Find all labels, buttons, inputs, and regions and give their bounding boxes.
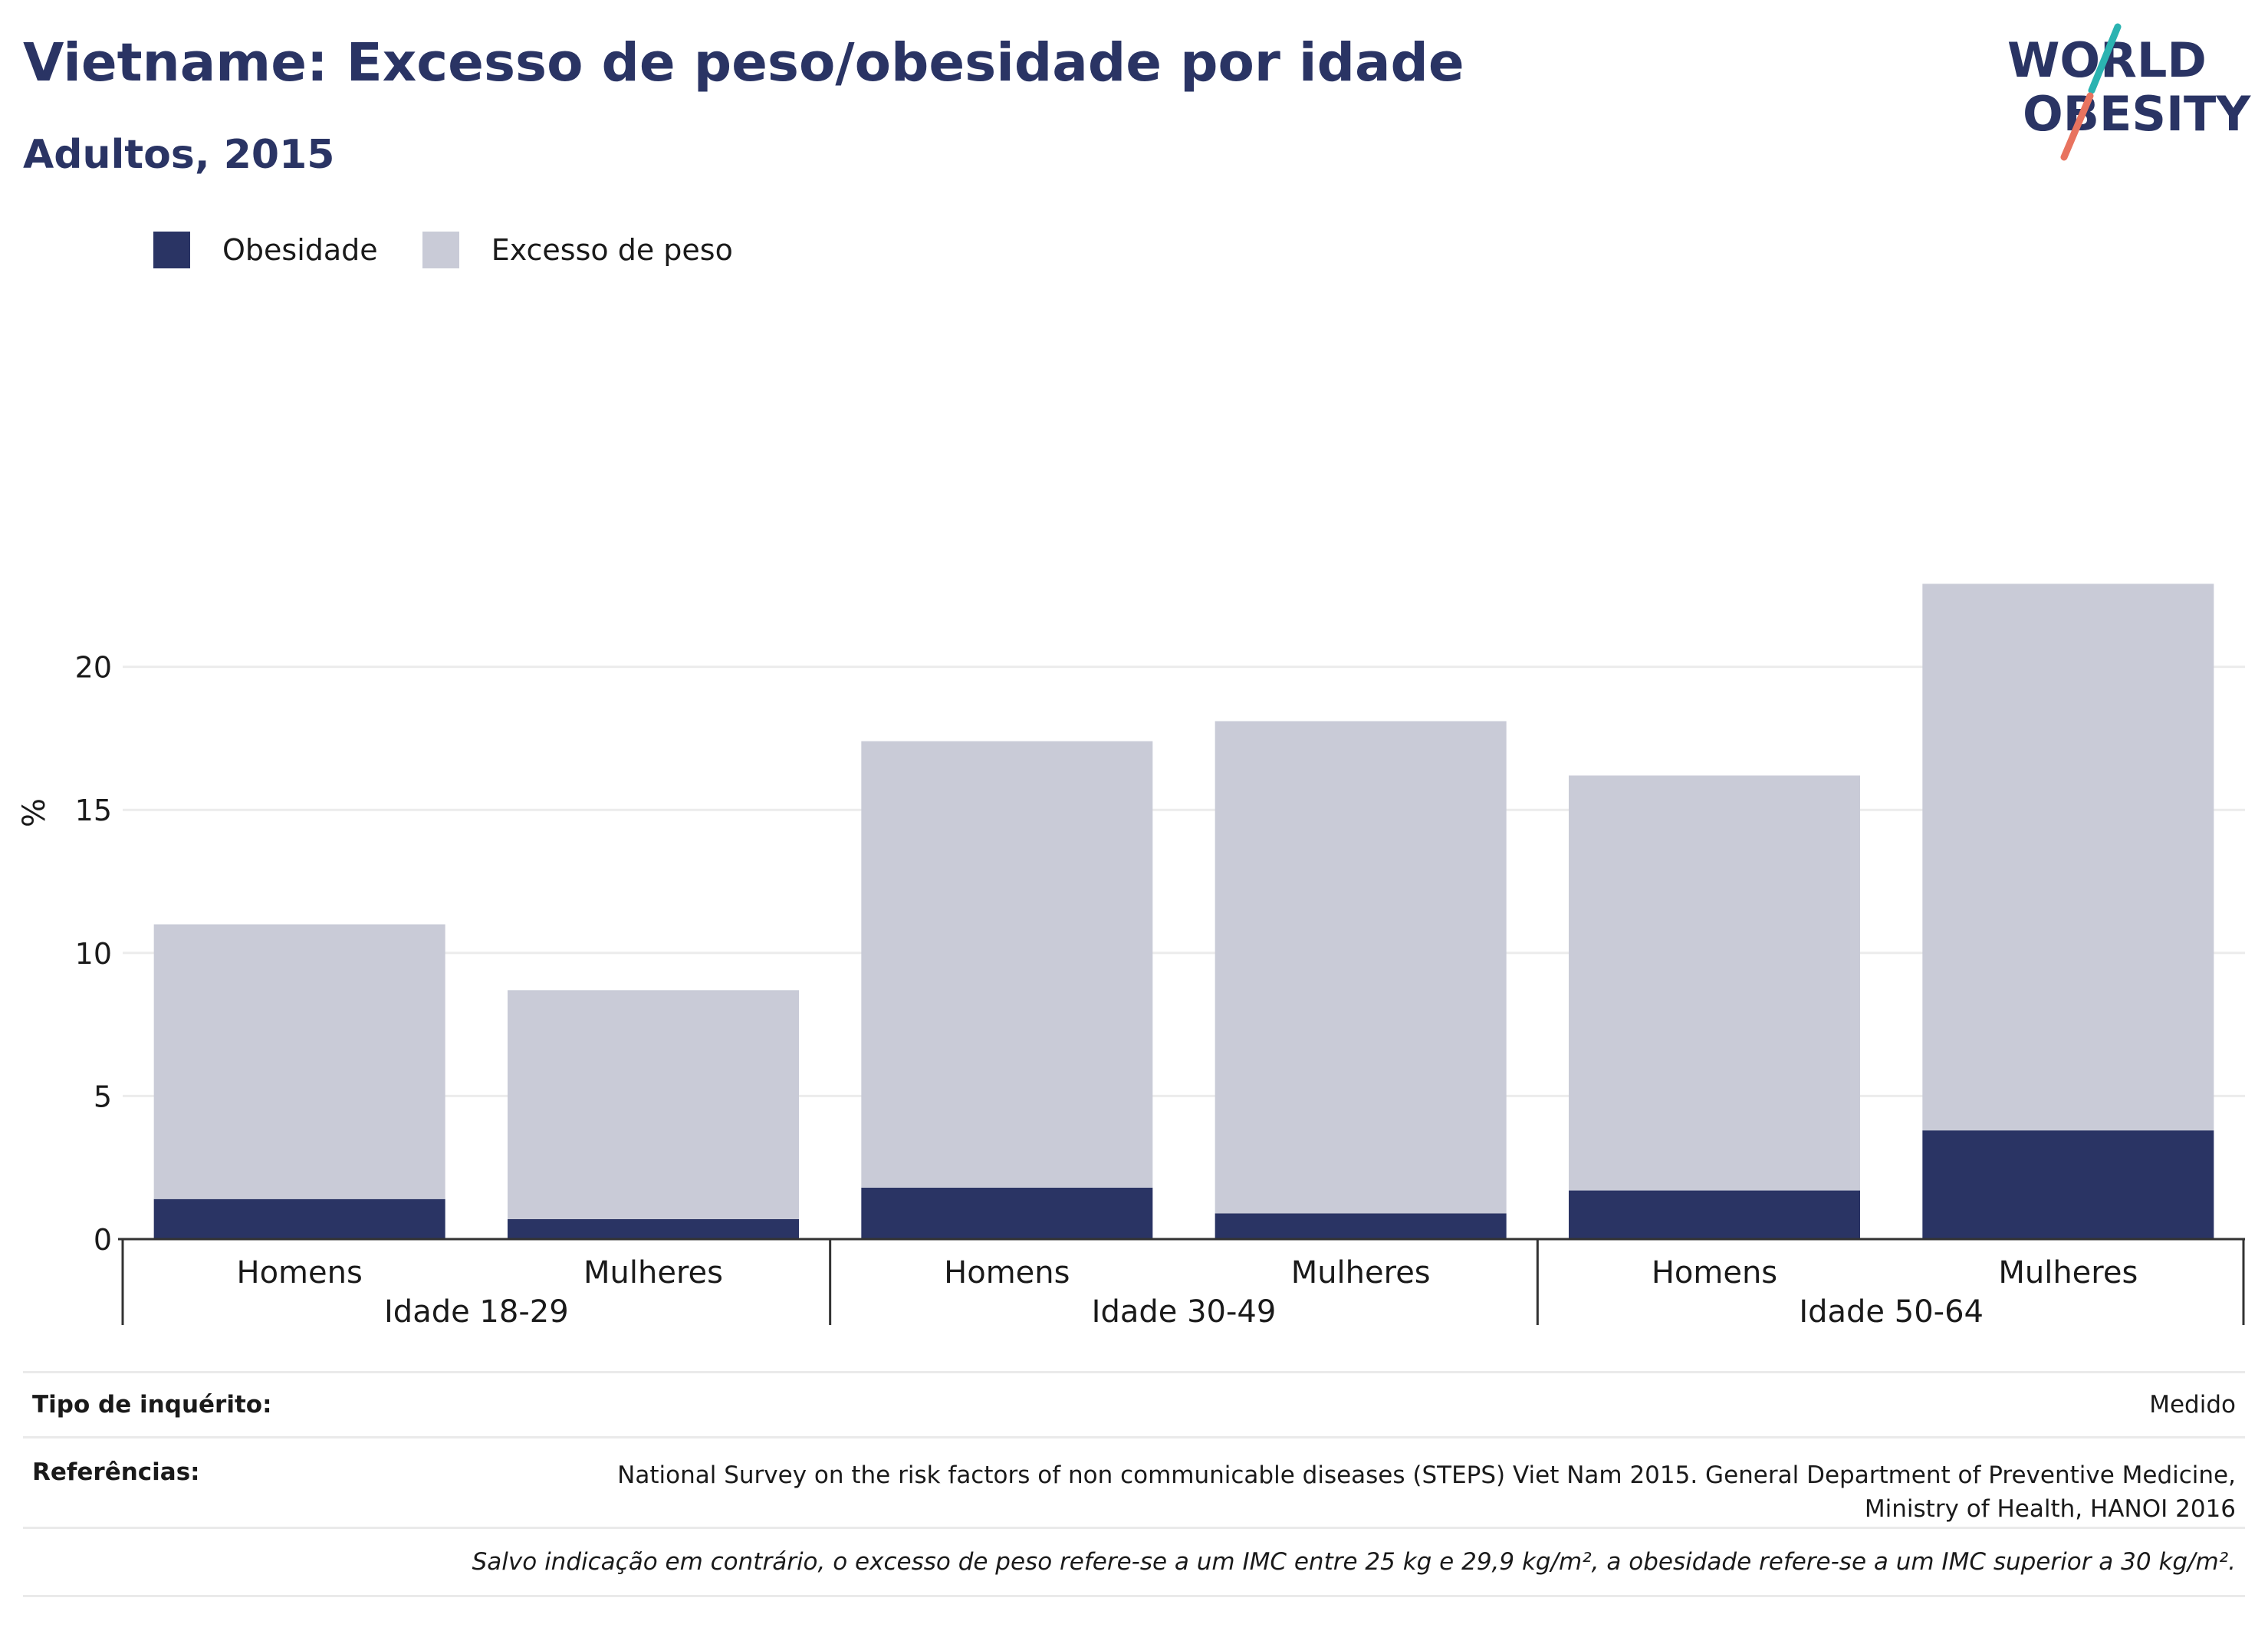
legend-label-obesidade: Obesidade — [222, 233, 378, 267]
chart-title: Vietname: Excesso de peso/obesidade por … — [23, 32, 1464, 94]
x-tick-label-mulheres: Mulheres — [583, 1255, 723, 1290]
y-axis-label: % — [17, 798, 52, 827]
legend: Obesidade Excesso de peso — [153, 227, 777, 273]
x-tick-label-homens: Homens — [1652, 1255, 1777, 1290]
survey-type-value: Medido — [2149, 1391, 2236, 1419]
bar-obesidade-2-mulheres — [1215, 1213, 1507, 1239]
logo-slash-coral — [2060, 92, 2094, 161]
y-tick-label-20: 20 — [75, 651, 112, 685]
definition-note: Salvo indicação em contrário, o excesso … — [472, 1548, 2236, 1576]
legend-label-excesso-de-peso: Excesso de peso — [491, 233, 733, 267]
logo-text-obesity: OBESITY — [2023, 86, 2251, 142]
world-obesity-logo: WORLD OBESITY — [2007, 23, 2251, 161]
y-tick-label-15: 15 — [75, 794, 112, 827]
survey-type-label: Tipo de inquérito: — [32, 1391, 272, 1419]
x-tick-label-homens: Homens — [944, 1255, 1070, 1290]
bar-excesso-de-peso-3-homens — [1569, 775, 1860, 1191]
x-tick-label-mulheres: Mulheres — [1291, 1255, 1431, 1290]
chart-subtitle: Adultos, 2015 — [23, 132, 335, 178]
y-tick-label-5: 5 — [94, 1080, 112, 1113]
x-group-label-1: Idade 18-29 — [384, 1294, 569, 1330]
bar-obesidade-3-homens — [1569, 1190, 1860, 1239]
logo-slash-teal — [2088, 23, 2122, 94]
bars — [153, 584, 2214, 1239]
bar-obesidade-2-homens — [861, 1187, 1153, 1239]
legend-swatch-excesso-de-peso — [422, 232, 459, 268]
bar-excesso-de-peso-2-mulheres — [1215, 721, 1507, 1214]
y-tick-label-0: 0 — [94, 1223, 112, 1257]
bar-obesidade-3-mulheres — [1922, 1130, 2214, 1239]
gridlines — [123, 666, 2245, 1097]
x-group-label-2: Idade 30-49 — [1092, 1294, 1277, 1330]
references-line-1: National Survey on the risk factors of n… — [617, 1461, 2236, 1489]
stacked-bar-chart: 0 5 10 15 20 Homens Mulheres Idade 18-29 Homens M… — [17, 584, 2245, 1330]
axes: 0 5 10 15 20 Homens Mulheres Idade 18-29 Homens M… — [75, 651, 2245, 1330]
footer-row-references: Referências: National Survey on the risk… — [23, 1436, 2245, 1527]
bar-excesso-de-peso-2-homens — [861, 741, 1153, 1188]
x-tick-label-homens: Homens — [237, 1255, 363, 1290]
x-tick-label-mulheres: Mulheres — [1998, 1255, 2138, 1290]
references-line-2: Ministry of Health, HANOI 2016 — [1864, 1495, 2236, 1523]
references-value: National Survey on the risk factors of n… — [617, 1458, 2236, 1526]
chart-footer: Tipo de inquérito: Medido Referências: N… — [23, 1371, 2245, 1597]
bar-excesso-de-peso-1-mulheres — [508, 990, 799, 1219]
references-label: Referências: — [32, 1458, 200, 1486]
bar-obesidade-1-mulheres — [508, 1218, 799, 1239]
legend-item-excesso-de-peso[interactable]: Excesso de peso — [422, 232, 733, 268]
y-tick-label-10: 10 — [75, 937, 112, 971]
legend-item-obesidade[interactable]: Obesidade — [153, 232, 378, 268]
bar-excesso-de-peso-3-mulheres — [1922, 584, 2214, 1131]
bar-obesidade-1-homens — [153, 1198, 445, 1239]
footer-row-note: Salvo indicação em contrário, o excesso … — [23, 1527, 2245, 1597]
legend-swatch-obesidade — [153, 232, 190, 268]
bar-excesso-de-peso-1-homens — [153, 924, 445, 1199]
footer-row-survey: Tipo de inquérito: Medido — [23, 1371, 2245, 1436]
x-group-label-3: Idade 50-64 — [1799, 1294, 1984, 1330]
